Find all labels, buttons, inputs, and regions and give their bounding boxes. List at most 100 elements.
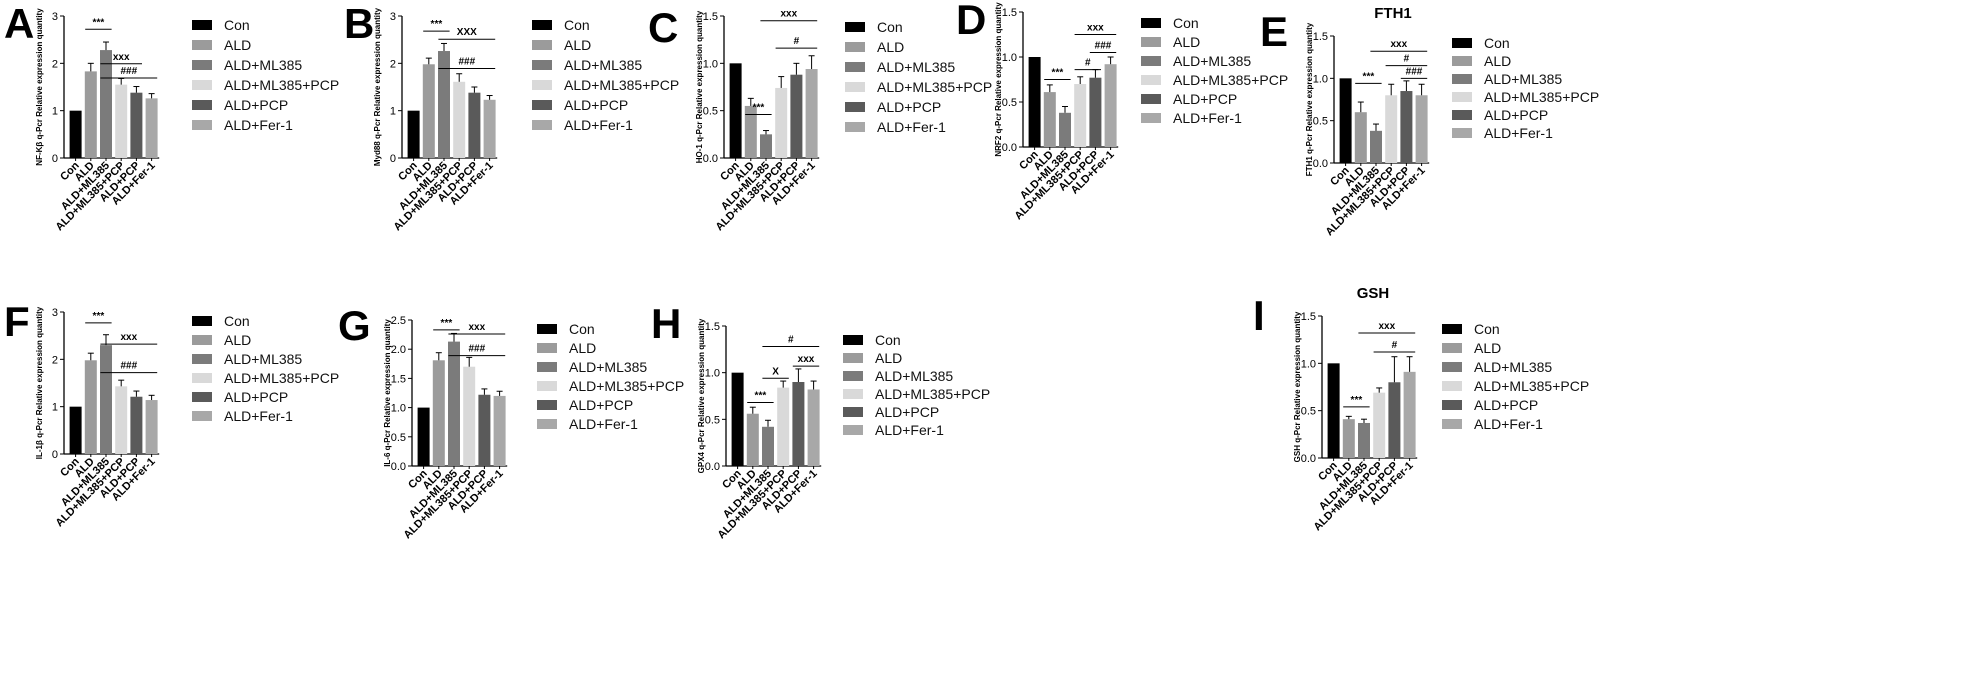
legend-label: ALD+ML385+PCP bbox=[224, 370, 339, 386]
significance-label: *** bbox=[1351, 395, 1363, 406]
y-tick-label: 1.0 bbox=[391, 403, 406, 415]
bar bbox=[744, 105, 757, 158]
y-axis-label: NF-Kβ q-Pcr Relative expression quantity bbox=[35, 8, 44, 166]
legend-swatch bbox=[843, 389, 863, 399]
legend-swatch bbox=[1141, 18, 1161, 28]
legend-swatch bbox=[845, 122, 865, 132]
legend-label: ALD+ML385+PCP bbox=[1173, 72, 1288, 88]
legend-swatch bbox=[537, 343, 557, 353]
legend-swatch bbox=[537, 324, 557, 334]
panel-d: D NRF2 q-Pcr Relative expression quantity… bbox=[956, 0, 1288, 222]
significance-label: # bbox=[1404, 54, 1410, 65]
legend-swatch bbox=[845, 22, 865, 32]
legend-swatch bbox=[1442, 400, 1462, 410]
legend-label: ALD bbox=[564, 37, 591, 53]
bar bbox=[115, 386, 128, 454]
legend-label: ALD+PCP bbox=[875, 404, 939, 420]
legend-label: ALD bbox=[875, 350, 902, 366]
legend-label: Con bbox=[877, 19, 903, 35]
legend-swatch bbox=[532, 60, 552, 70]
legend-swatch bbox=[192, 411, 212, 421]
legend-swatch bbox=[537, 400, 557, 410]
bar bbox=[100, 50, 112, 158]
significance-label: ### bbox=[120, 361, 137, 372]
bar bbox=[84, 71, 97, 158]
panel-letter: E bbox=[1260, 8, 1288, 55]
y-tick-label: 0 bbox=[390, 153, 396, 165]
legend-label: ALD bbox=[224, 332, 251, 348]
legend-swatch bbox=[845, 42, 865, 52]
legend-label: ALD+ML385 bbox=[875, 368, 953, 384]
y-tick-label: 1 bbox=[52, 402, 58, 414]
significance-label: *** bbox=[1363, 71, 1375, 82]
legend-label: ALD+ML385+PCP bbox=[569, 378, 684, 394]
legend-label: ALD+ML385 bbox=[224, 57, 302, 73]
panel-e: E FTH1 FTH1 q-Pcr Relative expression quan… bbox=[1260, 5, 1599, 238]
legend-swatch bbox=[843, 335, 863, 345]
y-axis-label: IL-1β q-Pcr Relative expression quantity bbox=[35, 306, 44, 459]
panel-letter: A bbox=[4, 0, 34, 47]
bar bbox=[453, 81, 466, 158]
significance-label: xxx bbox=[468, 322, 485, 333]
significance-label: *** bbox=[1052, 68, 1064, 79]
bar bbox=[1354, 112, 1367, 163]
legend-label: Con bbox=[564, 17, 590, 33]
bar bbox=[463, 366, 476, 466]
y-axis-label: Myd88 q-Pcr Relative expression quantity bbox=[373, 7, 382, 166]
legend-label: Con bbox=[569, 321, 595, 337]
legend-swatch bbox=[843, 425, 863, 435]
bar bbox=[1373, 392, 1386, 458]
legend-swatch bbox=[532, 20, 552, 30]
significance-label: *** bbox=[755, 391, 767, 402]
panel-letter: I bbox=[1253, 292, 1265, 339]
significance-label: ### bbox=[468, 344, 485, 355]
bar bbox=[130, 396, 143, 454]
legend-label: ALD+ML385+PCP bbox=[875, 386, 990, 402]
legend-swatch bbox=[192, 373, 212, 383]
legend-label: ALD+ML385 bbox=[224, 351, 302, 367]
significance-label: *** bbox=[93, 17, 105, 28]
significance-label: xxx bbox=[113, 52, 130, 63]
legend-label: ALD+PCP bbox=[1484, 107, 1548, 123]
legend-swatch bbox=[192, 60, 212, 70]
legend-label: ALD+ML385 bbox=[1173, 53, 1251, 69]
legend-label: ALD+ML385 bbox=[1484, 71, 1562, 87]
bar bbox=[807, 389, 820, 466]
y-axis-label: HO-1 q-Pcr Relative expression quantity bbox=[695, 10, 704, 163]
legend-label: Con bbox=[1484, 35, 1510, 51]
significance-label: # bbox=[1085, 58, 1091, 69]
legend-label: Con bbox=[875, 332, 901, 348]
bar bbox=[438, 51, 450, 158]
legend-swatch bbox=[1452, 56, 1472, 66]
panel-letter: F bbox=[4, 298, 30, 345]
legend-swatch bbox=[192, 100, 212, 110]
legend-label: ALD+ML385 bbox=[1474, 359, 1552, 375]
bar bbox=[1339, 78, 1352, 163]
y-tick-label: 0.5 bbox=[391, 432, 406, 444]
bar bbox=[130, 92, 143, 158]
y-tick-label: 0.0 bbox=[1313, 158, 1328, 170]
y-tick-label: 1.5 bbox=[1002, 7, 1017, 19]
panel-a: A NF-Kβ q-Pcr Relative expression quantit… bbox=[4, 0, 339, 233]
legend-swatch bbox=[1141, 56, 1161, 66]
legend-swatch bbox=[192, 40, 212, 50]
significance-label: xxx bbox=[120, 332, 137, 343]
significance-label: ### bbox=[458, 57, 475, 68]
bar bbox=[775, 87, 788, 158]
bar bbox=[432, 360, 445, 466]
bar bbox=[1028, 57, 1041, 147]
legend-swatch bbox=[1141, 37, 1161, 47]
legend-swatch bbox=[1442, 381, 1462, 391]
bar bbox=[100, 345, 112, 454]
bar bbox=[483, 99, 496, 158]
bar bbox=[731, 372, 744, 466]
bar bbox=[1385, 95, 1398, 163]
significance-label: XXX bbox=[457, 27, 477, 38]
bar bbox=[1370, 130, 1382, 163]
legend-label: ALD+Fer-1 bbox=[1484, 125, 1553, 141]
significance-label: ### bbox=[120, 66, 137, 77]
legend-label: ALD+ML385+PCP bbox=[877, 79, 992, 95]
bar bbox=[777, 387, 790, 466]
y-tick-label: 3 bbox=[52, 307, 58, 319]
